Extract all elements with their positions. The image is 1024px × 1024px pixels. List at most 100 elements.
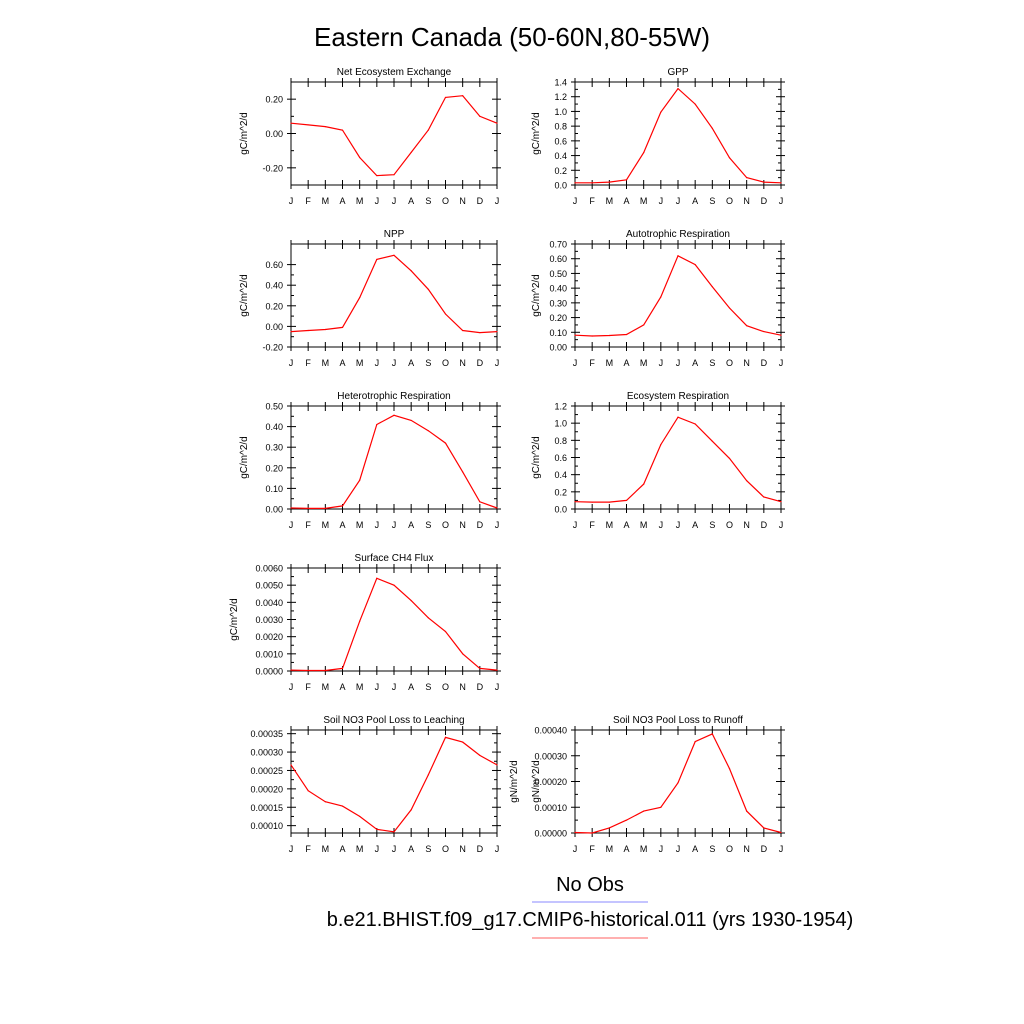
data-point: [307, 790, 309, 792]
y-tick-label: 0.0010: [255, 649, 283, 659]
x-tick-label: J: [573, 358, 578, 368]
y-tick-label: 0.0060: [255, 564, 283, 574]
y-tick-label: 0.60: [265, 260, 283, 270]
data-point: [496, 122, 498, 124]
data-point: [462, 741, 464, 743]
x-tick-label: J: [676, 196, 681, 206]
x-tick-label: J: [289, 520, 294, 530]
y-tick-label: 0.00015: [250, 803, 283, 813]
data-point: [728, 307, 731, 309]
data-point: [376, 828, 378, 830]
y-tick-label: 0.0050: [255, 581, 283, 591]
x-tick-label: M: [606, 844, 614, 854]
x-tick-label: J: [375, 682, 380, 692]
figure-title: Eastern Canada (50-60N,80-55W): [314, 22, 710, 52]
data-point: [780, 831, 782, 834]
y-tick-label: 0.4: [554, 151, 567, 161]
panel-title: Soil NO3 Pool Loss to Leaching: [323, 715, 464, 726]
y-tick-label: 0.60: [549, 254, 567, 264]
data-point: [307, 124, 309, 126]
plot-frame: [574, 405, 782, 510]
y-tick-label: -0.20: [262, 163, 283, 173]
x-tick-label: J: [375, 844, 380, 854]
x-tick-label: A: [408, 196, 414, 206]
x-tick-label: M: [356, 682, 364, 692]
data-point: [410, 151, 412, 153]
y-tick-label: 1.0: [554, 107, 567, 117]
y-tick-label: 0.70: [549, 240, 567, 250]
data-point: [324, 507, 326, 509]
x-tick-label: A: [623, 358, 629, 368]
y-tick-label: 1.2: [554, 92, 567, 102]
data-point: [643, 324, 645, 326]
data-point: [444, 736, 447, 738]
data-point: [694, 103, 696, 105]
y-axis-label: gC/m^2/d: [239, 112, 250, 155]
x-tick-label: J: [573, 520, 578, 530]
data-point: [728, 457, 731, 459]
x-tick-label: J: [659, 844, 664, 854]
x-tick-label: M: [356, 358, 364, 368]
data-point: [462, 95, 464, 97]
x-tick-label: N: [459, 520, 466, 530]
data-point: [479, 331, 481, 334]
x-tick-label: F: [305, 196, 311, 206]
x-tick-label: S: [425, 682, 431, 692]
y-axis-label: gC/m^2/d: [229, 598, 240, 641]
x-tick-label: N: [459, 682, 466, 692]
x-tick-label: A: [692, 358, 698, 368]
x-tick-label: A: [339, 358, 345, 368]
x-tick-label: M: [322, 844, 330, 854]
x-tick-label: J: [375, 520, 380, 530]
x-tick-label: M: [322, 520, 330, 530]
x-tick-label: S: [425, 196, 431, 206]
data-point: [574, 182, 576, 184]
data-point: [410, 600, 412, 602]
data-point: [479, 754, 481, 756]
x-tick-label: M: [356, 844, 364, 854]
data-point: [427, 129, 429, 131]
x-tick-label: J: [392, 358, 397, 368]
data-point: [341, 326, 344, 329]
data-point: [496, 507, 498, 509]
panel-title: Net Ecosystem Exchange: [337, 67, 452, 78]
x-tick-label: A: [692, 196, 698, 206]
data-point: [290, 507, 292, 509]
data-point: [479, 667, 481, 670]
data-point: [444, 313, 447, 315]
y-tick-label: 0.00030: [534, 751, 567, 761]
y-tick-label: 0.2: [554, 487, 567, 497]
x-tick-label: N: [459, 358, 466, 368]
data-point: [359, 620, 361, 622]
x-tick-label: J: [659, 358, 664, 368]
x-tick-label: J: [375, 358, 380, 368]
x-tick-label: A: [623, 196, 629, 206]
x-tick-label: J: [495, 844, 500, 854]
panel-title: Soil NO3 Pool Loss to Runoff: [613, 715, 743, 726]
x-tick-label: F: [305, 520, 311, 530]
x-tick-label: F: [305, 358, 311, 368]
x-tick-label: O: [726, 196, 733, 206]
data-point: [625, 333, 628, 336]
y-tick-label: 0.40: [265, 281, 283, 291]
x-tick-label: A: [623, 520, 629, 530]
data-point: [728, 157, 731, 159]
data-point: [324, 801, 326, 803]
data-point: [746, 480, 748, 482]
x-tick-label: A: [339, 520, 345, 530]
x-tick-label: J: [676, 844, 681, 854]
y-axis-label: gC/m^2/d: [239, 436, 250, 479]
x-tick-label: S: [425, 358, 431, 368]
data-point: [376, 258, 378, 261]
data-point: [324, 126, 326, 128]
data-point: [393, 254, 395, 256]
data-point: [608, 827, 610, 829]
y-tick-label: 0.20: [265, 301, 283, 311]
x-tick-label: F: [589, 844, 595, 854]
data-point: [660, 296, 662, 298]
x-tick-label: A: [408, 358, 414, 368]
